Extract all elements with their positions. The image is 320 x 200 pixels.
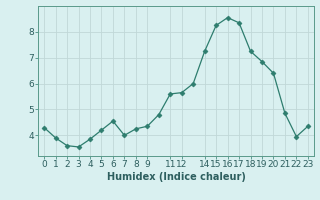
X-axis label: Humidex (Indice chaleur): Humidex (Indice chaleur)	[107, 172, 245, 182]
